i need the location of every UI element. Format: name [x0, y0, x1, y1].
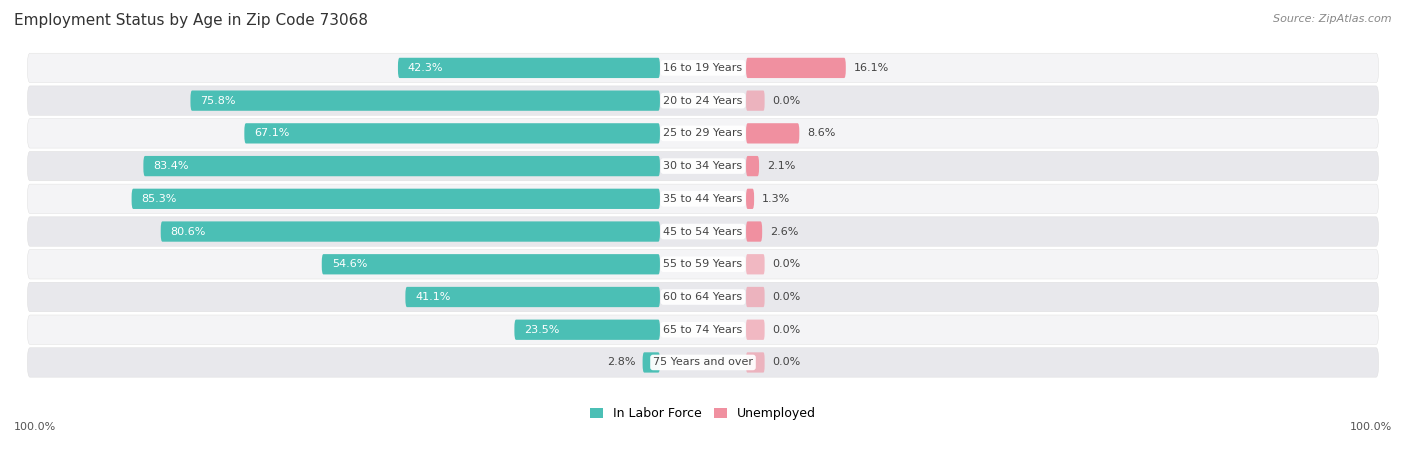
FancyBboxPatch shape	[747, 352, 765, 373]
Text: 0.0%: 0.0%	[772, 357, 801, 368]
Text: 8.6%: 8.6%	[807, 128, 835, 138]
FancyBboxPatch shape	[27, 184, 1379, 214]
FancyBboxPatch shape	[132, 189, 659, 209]
Text: 2.6%: 2.6%	[770, 226, 799, 237]
Text: 1.3%: 1.3%	[762, 194, 790, 204]
Text: 16 to 19 Years: 16 to 19 Years	[664, 63, 742, 73]
FancyBboxPatch shape	[27, 315, 1379, 344]
Text: 35 to 44 Years: 35 to 44 Years	[664, 194, 742, 204]
FancyBboxPatch shape	[747, 123, 800, 144]
FancyBboxPatch shape	[27, 250, 1379, 279]
FancyBboxPatch shape	[747, 156, 759, 176]
Legend: In Labor Force, Unemployed: In Labor Force, Unemployed	[591, 407, 815, 420]
Text: 23.5%: 23.5%	[524, 325, 560, 335]
FancyBboxPatch shape	[27, 348, 1379, 377]
Text: 65 to 74 Years: 65 to 74 Years	[664, 325, 742, 335]
Text: 75 Years and over: 75 Years and over	[652, 357, 754, 368]
Text: 0.0%: 0.0%	[772, 259, 801, 269]
FancyBboxPatch shape	[27, 151, 1379, 181]
Text: 100.0%: 100.0%	[14, 422, 56, 432]
Text: 16.1%: 16.1%	[853, 63, 889, 73]
Text: 75.8%: 75.8%	[201, 96, 236, 106]
FancyBboxPatch shape	[747, 221, 762, 242]
Text: 67.1%: 67.1%	[254, 128, 290, 138]
Text: 2.8%: 2.8%	[607, 357, 636, 368]
Text: 55 to 59 Years: 55 to 59 Years	[664, 259, 742, 269]
Text: 100.0%: 100.0%	[1350, 422, 1392, 432]
Text: 80.6%: 80.6%	[170, 226, 207, 237]
FancyBboxPatch shape	[27, 86, 1379, 115]
FancyBboxPatch shape	[747, 58, 846, 78]
FancyBboxPatch shape	[747, 90, 765, 111]
Text: 2.1%: 2.1%	[768, 161, 796, 171]
FancyBboxPatch shape	[27, 119, 1379, 148]
FancyBboxPatch shape	[747, 287, 765, 307]
Text: 83.4%: 83.4%	[153, 161, 188, 171]
Text: 0.0%: 0.0%	[772, 292, 801, 302]
FancyBboxPatch shape	[160, 221, 659, 242]
Text: 42.3%: 42.3%	[408, 63, 443, 73]
Text: 0.0%: 0.0%	[772, 325, 801, 335]
FancyBboxPatch shape	[27, 217, 1379, 246]
FancyBboxPatch shape	[245, 123, 659, 144]
Text: 41.1%: 41.1%	[415, 292, 451, 302]
FancyBboxPatch shape	[143, 156, 659, 176]
FancyBboxPatch shape	[27, 282, 1379, 312]
FancyBboxPatch shape	[27, 53, 1379, 83]
FancyBboxPatch shape	[643, 352, 659, 373]
FancyBboxPatch shape	[398, 58, 659, 78]
FancyBboxPatch shape	[515, 320, 659, 340]
Text: Source: ZipAtlas.com: Source: ZipAtlas.com	[1274, 14, 1392, 23]
Text: 30 to 34 Years: 30 to 34 Years	[664, 161, 742, 171]
FancyBboxPatch shape	[322, 254, 659, 274]
Text: 45 to 54 Years: 45 to 54 Years	[664, 226, 742, 237]
Text: 85.3%: 85.3%	[142, 194, 177, 204]
Text: 25 to 29 Years: 25 to 29 Years	[664, 128, 742, 138]
Text: 54.6%: 54.6%	[332, 259, 367, 269]
FancyBboxPatch shape	[747, 254, 765, 274]
FancyBboxPatch shape	[405, 287, 659, 307]
Text: Employment Status by Age in Zip Code 73068: Employment Status by Age in Zip Code 730…	[14, 14, 368, 28]
Text: 60 to 64 Years: 60 to 64 Years	[664, 292, 742, 302]
FancyBboxPatch shape	[190, 90, 659, 111]
Text: 20 to 24 Years: 20 to 24 Years	[664, 96, 742, 106]
Text: 0.0%: 0.0%	[772, 96, 801, 106]
FancyBboxPatch shape	[747, 320, 765, 340]
FancyBboxPatch shape	[747, 189, 754, 209]
